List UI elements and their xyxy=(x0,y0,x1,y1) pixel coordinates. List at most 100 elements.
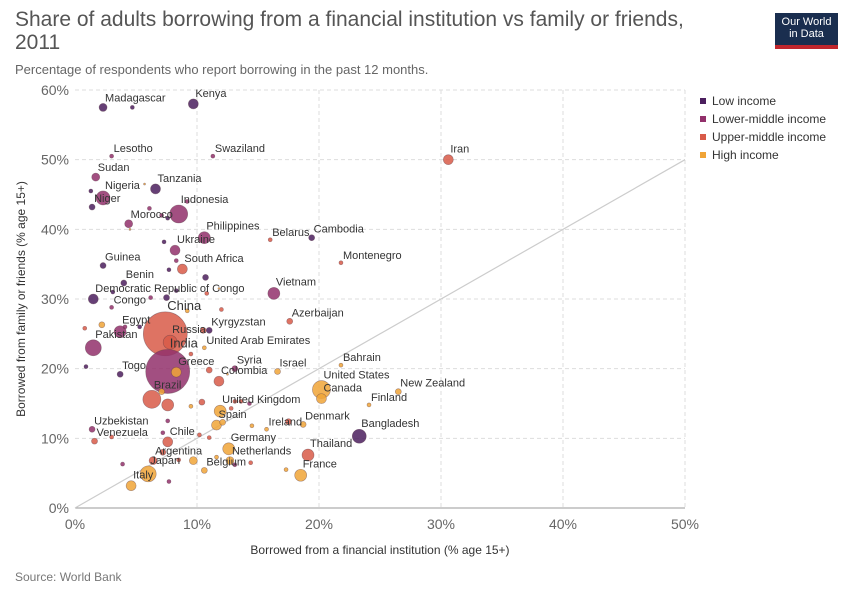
data-point xyxy=(109,434,114,440)
data-point xyxy=(162,436,174,448)
data-point xyxy=(109,153,114,159)
point-label: Togo xyxy=(122,360,146,372)
point-label: Uzbekistan xyxy=(94,415,148,427)
data-point xyxy=(199,327,207,334)
data-point xyxy=(202,274,209,281)
source-note[interactable]: Source: World Bank xyxy=(15,570,122,584)
logo-line-1: Our World xyxy=(781,16,832,28)
data-point xyxy=(177,263,188,275)
data-point xyxy=(301,448,315,462)
data-point xyxy=(283,467,289,472)
data-point xyxy=(238,399,244,404)
data-point xyxy=(198,398,206,406)
point-label: United Arab Emirates xyxy=(206,335,310,347)
data-point xyxy=(128,228,132,231)
legend-item[interactable]: High income xyxy=(700,146,826,164)
point-label: Chile xyxy=(170,426,195,438)
data-point xyxy=(198,231,211,244)
point-label: Kenya xyxy=(195,88,227,100)
point-label: Philippines xyxy=(206,221,260,233)
point-label: Finland xyxy=(371,392,407,404)
data-point xyxy=(226,372,229,376)
data-point xyxy=(166,479,172,484)
data-point xyxy=(124,219,133,229)
data-point xyxy=(286,317,294,325)
point-label: Germany xyxy=(231,432,277,444)
data-point xyxy=(143,182,146,186)
data-point xyxy=(351,428,367,444)
legend-item[interactable]: Upper-middle income xyxy=(700,128,826,146)
legend-swatch xyxy=(700,116,706,122)
x-tick-label: 10% xyxy=(183,516,211,532)
data-point xyxy=(299,421,307,428)
point-label: China xyxy=(167,298,202,313)
legend-item[interactable]: Low income xyxy=(700,92,826,110)
data-point xyxy=(247,401,252,406)
data-point xyxy=(169,244,181,256)
point-label: Colombia xyxy=(221,365,268,377)
chart-title: Share of adults borrowing from a financi… xyxy=(15,8,684,54)
x-tick-label: 20% xyxy=(305,516,333,532)
data-point xyxy=(316,393,327,404)
point-label: Italy xyxy=(133,470,154,482)
data-point xyxy=(122,324,128,330)
data-point xyxy=(159,448,167,456)
point-label: Indonesia xyxy=(181,194,230,206)
point-label: Vietnam xyxy=(276,276,316,288)
data-point xyxy=(165,215,171,221)
data-point xyxy=(201,467,208,474)
point-label: Sudan xyxy=(98,162,130,174)
data-point xyxy=(85,339,102,357)
data-point xyxy=(285,418,292,425)
point-label: Denmark xyxy=(305,410,350,422)
point-label: Madagascar xyxy=(105,92,166,104)
data-point xyxy=(232,462,238,468)
data-point xyxy=(202,345,207,351)
point-label: Ukraine xyxy=(177,234,215,246)
data-point xyxy=(222,442,236,456)
point-label: Congo xyxy=(114,294,146,306)
legend: Low income Lower-middle income Upper-middl… xyxy=(700,92,826,164)
point-label: New Zealand xyxy=(400,378,465,390)
data-point xyxy=(338,260,344,266)
logo-line-2: in Data xyxy=(789,28,824,40)
data-point xyxy=(98,103,108,112)
point-label: Belgium xyxy=(206,456,246,468)
data-point xyxy=(160,430,166,436)
data-point xyxy=(214,454,219,460)
point-label: Venezuela xyxy=(97,427,149,439)
data-point xyxy=(150,183,161,195)
data-point xyxy=(213,375,225,387)
data-point xyxy=(95,190,111,206)
data-point xyxy=(91,437,98,445)
point-label: Netherlands xyxy=(232,446,292,458)
x-tick-label: 0% xyxy=(65,516,85,532)
legend-swatch xyxy=(700,152,706,158)
data-point xyxy=(197,432,202,438)
point-label: Greece xyxy=(178,356,214,368)
data-point xyxy=(83,364,89,369)
data-point xyxy=(219,419,226,426)
owid-logo[interactable]: Our World in Data xyxy=(775,13,838,49)
point-label: Canada xyxy=(323,383,362,395)
legend-item[interactable]: Lower-middle income xyxy=(700,110,826,128)
data-point xyxy=(213,404,227,418)
data-point xyxy=(137,324,142,330)
data-point xyxy=(113,325,127,339)
data-point xyxy=(188,403,194,409)
data-point xyxy=(148,295,153,300)
point-label: Cambodia xyxy=(314,224,365,236)
point-label: Lesotho xyxy=(114,143,153,155)
point-label: Iran xyxy=(450,144,469,156)
legend-label: High income xyxy=(712,148,779,162)
point-label: Russia xyxy=(172,324,207,336)
data-point xyxy=(148,456,158,465)
data-point xyxy=(99,262,107,269)
data-point xyxy=(165,418,171,424)
data-point xyxy=(366,402,372,408)
data-point xyxy=(145,349,191,394)
point-label: Tanzania xyxy=(158,173,203,185)
data-point xyxy=(88,203,96,211)
data-point xyxy=(184,308,190,314)
point-label: Guinea xyxy=(105,252,141,264)
